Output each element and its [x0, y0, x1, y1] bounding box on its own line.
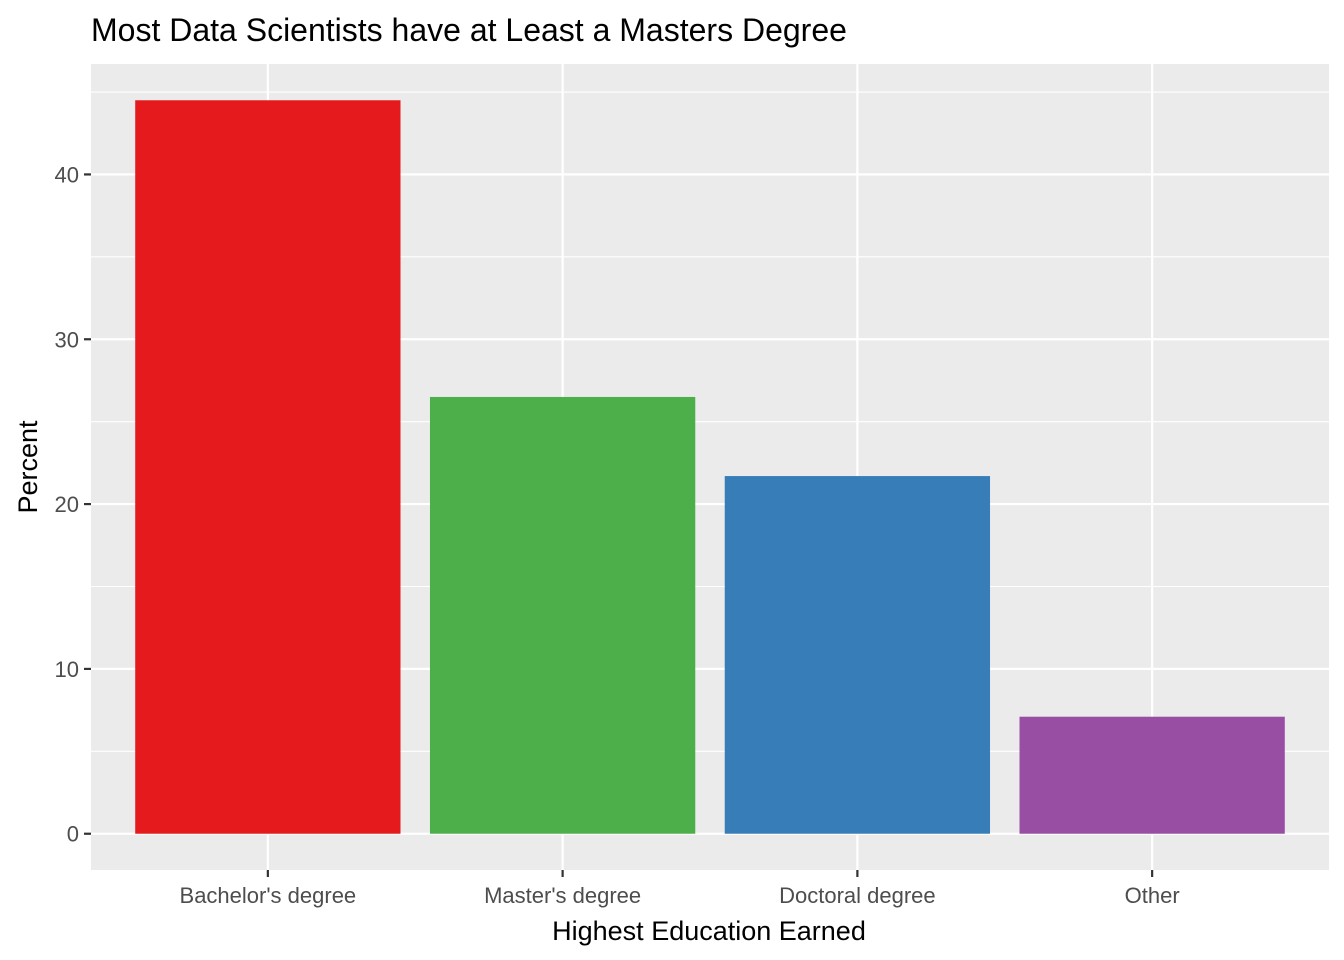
y-tick-label: 20 — [55, 492, 79, 517]
y-axis: 0 10 20 30 40 — [55, 162, 91, 847]
chart-title: Most Data Scientists have at Least a Mas… — [91, 12, 847, 48]
bar — [135, 100, 401, 834]
y-tick-label: 30 — [55, 327, 79, 352]
x-axis-title: Highest Education Earned — [552, 916, 866, 946]
x-tick-label: Doctoral degree — [779, 883, 936, 908]
bars — [135, 100, 1285, 834]
y-tick-label: 40 — [55, 162, 79, 187]
y-tick-label: 0 — [67, 822, 79, 847]
y-axis-title: Percent — [13, 420, 43, 514]
x-tick-label: Bachelor's degree — [180, 883, 357, 908]
x-tick-label: Other — [1125, 883, 1180, 908]
x-tick-label: Master's degree — [484, 883, 641, 908]
x-axis: Bachelor's degree Master's degree Doctoral… — [180, 870, 1180, 908]
bar — [429, 396, 696, 834]
bar — [724, 476, 991, 834]
bar — [1019, 716, 1285, 834]
y-tick-label: 10 — [55, 657, 79, 682]
